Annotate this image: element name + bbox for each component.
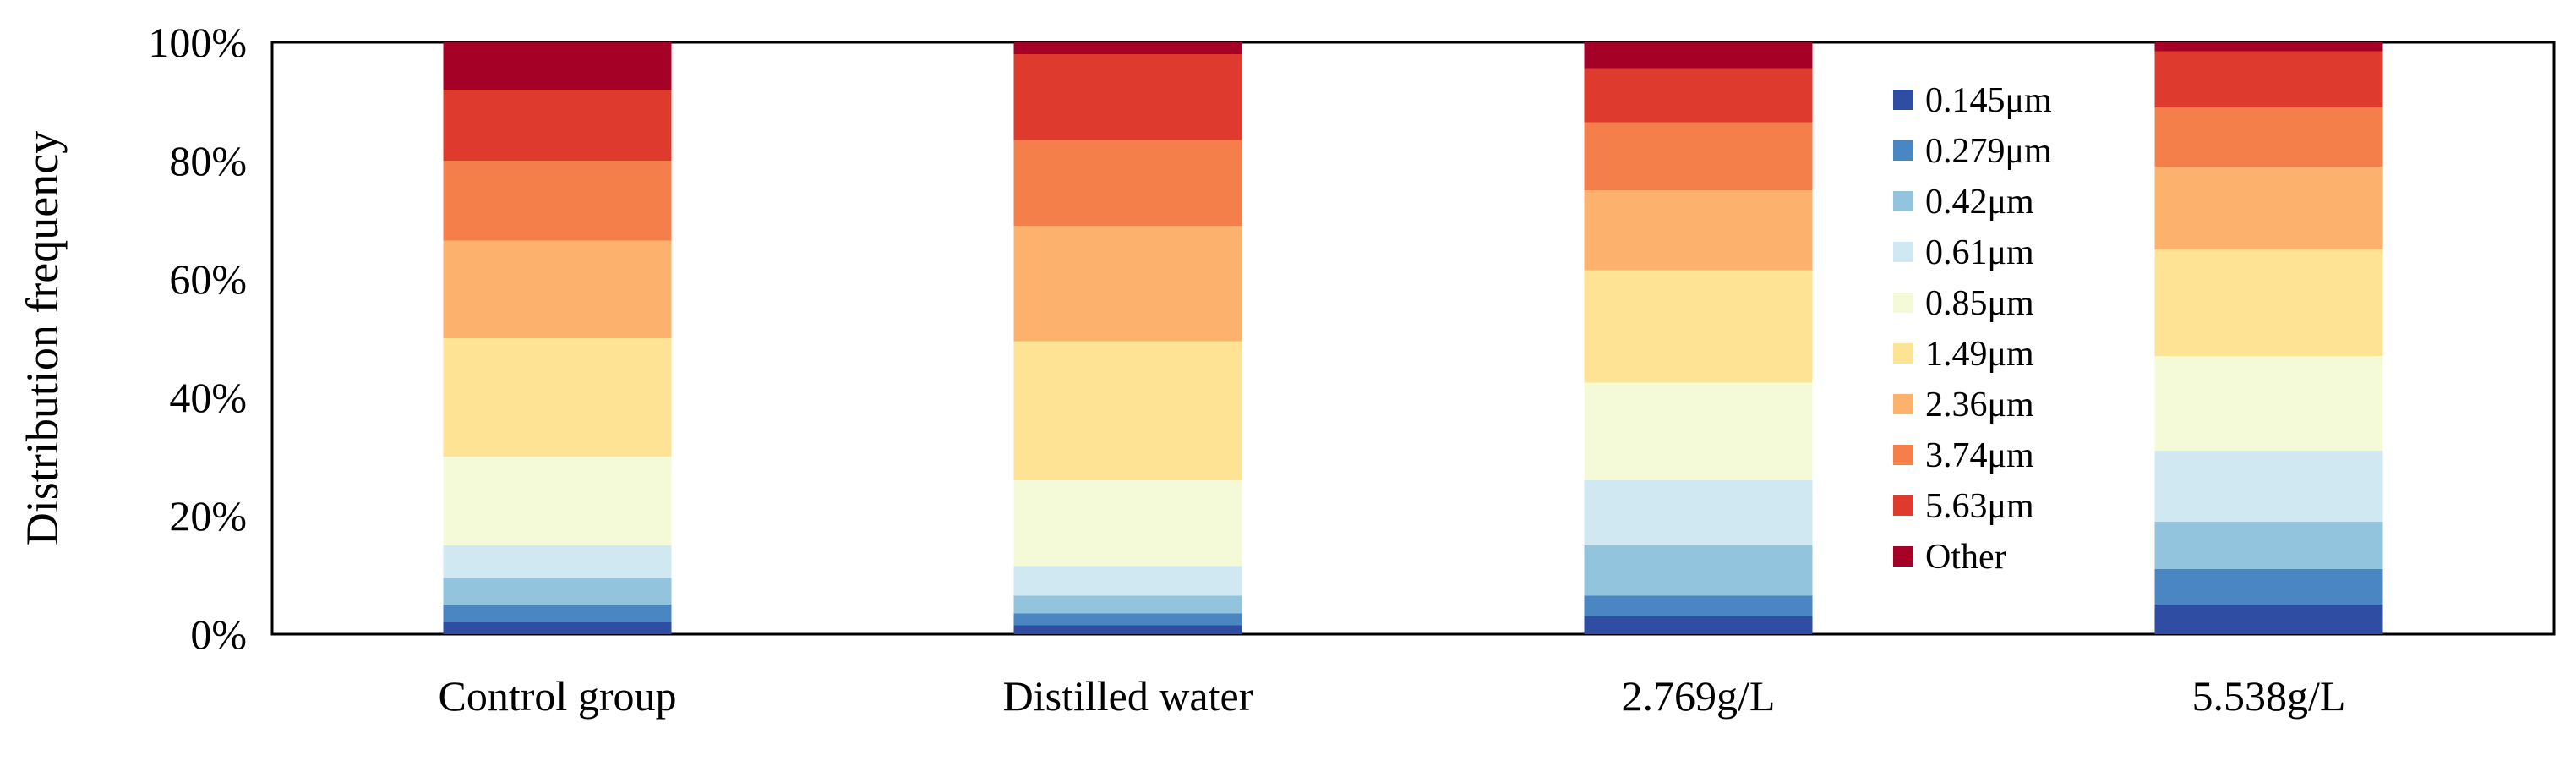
bar-segment: [443, 545, 672, 578]
bar-segment: [2154, 167, 2383, 249]
bar-segment: [1584, 270, 1813, 383]
bar-stack: [2154, 42, 2383, 634]
bar-segment: [443, 578, 672, 605]
bar-segment: [1584, 42, 1813, 69]
bar-segment: [1584, 382, 1813, 480]
bar-segment: [1584, 190, 1813, 271]
legend-swatch: [1893, 546, 1913, 567]
y-axis-ticks: 0% 20% 40% 60% 80% 100%: [148, 19, 247, 658]
bar-segment: [1584, 595, 1813, 616]
bar-stack: [443, 42, 672, 634]
bar-segment: [1584, 68, 1813, 123]
bar-segment: [1013, 625, 1242, 634]
bar-segment: [443, 90, 672, 161]
bar-segment: [2154, 605, 2383, 634]
legend-swatch: [1893, 445, 1913, 465]
bar-stack: [1584, 42, 1813, 634]
bar-segment: [1013, 566, 1242, 596]
legend-swatch: [1893, 495, 1913, 516]
x-tick-label: Control group: [439, 672, 677, 720]
bar-segment: [2154, 51, 2383, 107]
y-tick-label: 40%: [169, 374, 247, 421]
legend-swatch: [1893, 90, 1913, 110]
x-tick-label: 5.538g/L: [2192, 672, 2346, 720]
bar-segment: [1584, 545, 1813, 596]
y-axis-title: Distribution frequency: [17, 131, 68, 545]
legend: 0.145μm 0.279μm 0.42μm 0.61μm 0.85μm 1.49μm 2.…: [1893, 81, 2052, 577]
bar-segment: [1013, 226, 1242, 342]
bar-segment: [2154, 249, 2383, 356]
legend-swatch: [1893, 343, 1913, 364]
bar-segment: [2154, 451, 2383, 522]
y-tick-label: 80%: [169, 137, 247, 184]
bar-segment: [443, 605, 672, 622]
legend-label: 0.42μm: [1925, 183, 2034, 222]
bar-stack: [1013, 42, 1242, 634]
bar-segment: [1584, 122, 1813, 190]
legend-label: 2.36μm: [1925, 386, 2034, 424]
bar-segment: [443, 457, 672, 545]
y-tick-label: 60%: [169, 255, 247, 303]
y-tick-label: 0%: [190, 610, 247, 658]
bar-segment: [1013, 613, 1242, 626]
legend-swatch: [1893, 191, 1913, 211]
bar-segment: [443, 338, 672, 457]
bar-segment: [2154, 569, 2383, 605]
bar-segment: [1013, 341, 1242, 480]
bar-stacks: [443, 42, 2383, 634]
y-tick-label: 20%: [169, 492, 247, 539]
bar-segment: [2154, 42, 2383, 52]
y-tick-label: 100%: [148, 19, 247, 66]
bar-segment: [1584, 616, 1813, 634]
bar-segment: [1013, 54, 1242, 140]
bar-segment: [1013, 480, 1242, 567]
bar-segment: [1584, 480, 1813, 545]
legend-label: 0.145μm: [1925, 81, 2052, 120]
legend-label: 5.63μm: [1925, 487, 2034, 526]
legend-swatch: [1893, 242, 1913, 262]
legend-label: 0.85μm: [1925, 284, 2034, 323]
x-axis-tick-labels: Control group Distilled water 2.769g/L 5.53…: [439, 672, 2346, 720]
bar-segment: [1013, 42, 1242, 54]
legend-swatch: [1893, 394, 1913, 414]
bar-segment: [2154, 522, 2383, 569]
legend-swatch: [1893, 293, 1913, 313]
bar-segment: [1013, 140, 1242, 226]
legend-label: 0.279μm: [1925, 132, 2052, 171]
legend-label: Other: [1925, 538, 2006, 577]
bar-segment: [443, 161, 672, 241]
x-tick-label: 2.769g/L: [1622, 672, 1776, 720]
bar-segment: [443, 622, 672, 634]
bar-segment: [2154, 356, 2383, 451]
legend-label: 1.49μm: [1925, 335, 2034, 374]
bar-segment: [443, 240, 672, 338]
bar-segment: [1013, 595, 1242, 614]
legend-label: 0.61μm: [1925, 233, 2034, 272]
bar-segment: [443, 42, 672, 90]
plot-area-border: [270, 41, 2556, 636]
x-tick-label: Distilled water: [1003, 672, 1253, 720]
bar-segment: [2154, 107, 2383, 167]
legend-label: 3.74μm: [1925, 436, 2034, 475]
legend-swatch: [1893, 140, 1913, 161]
